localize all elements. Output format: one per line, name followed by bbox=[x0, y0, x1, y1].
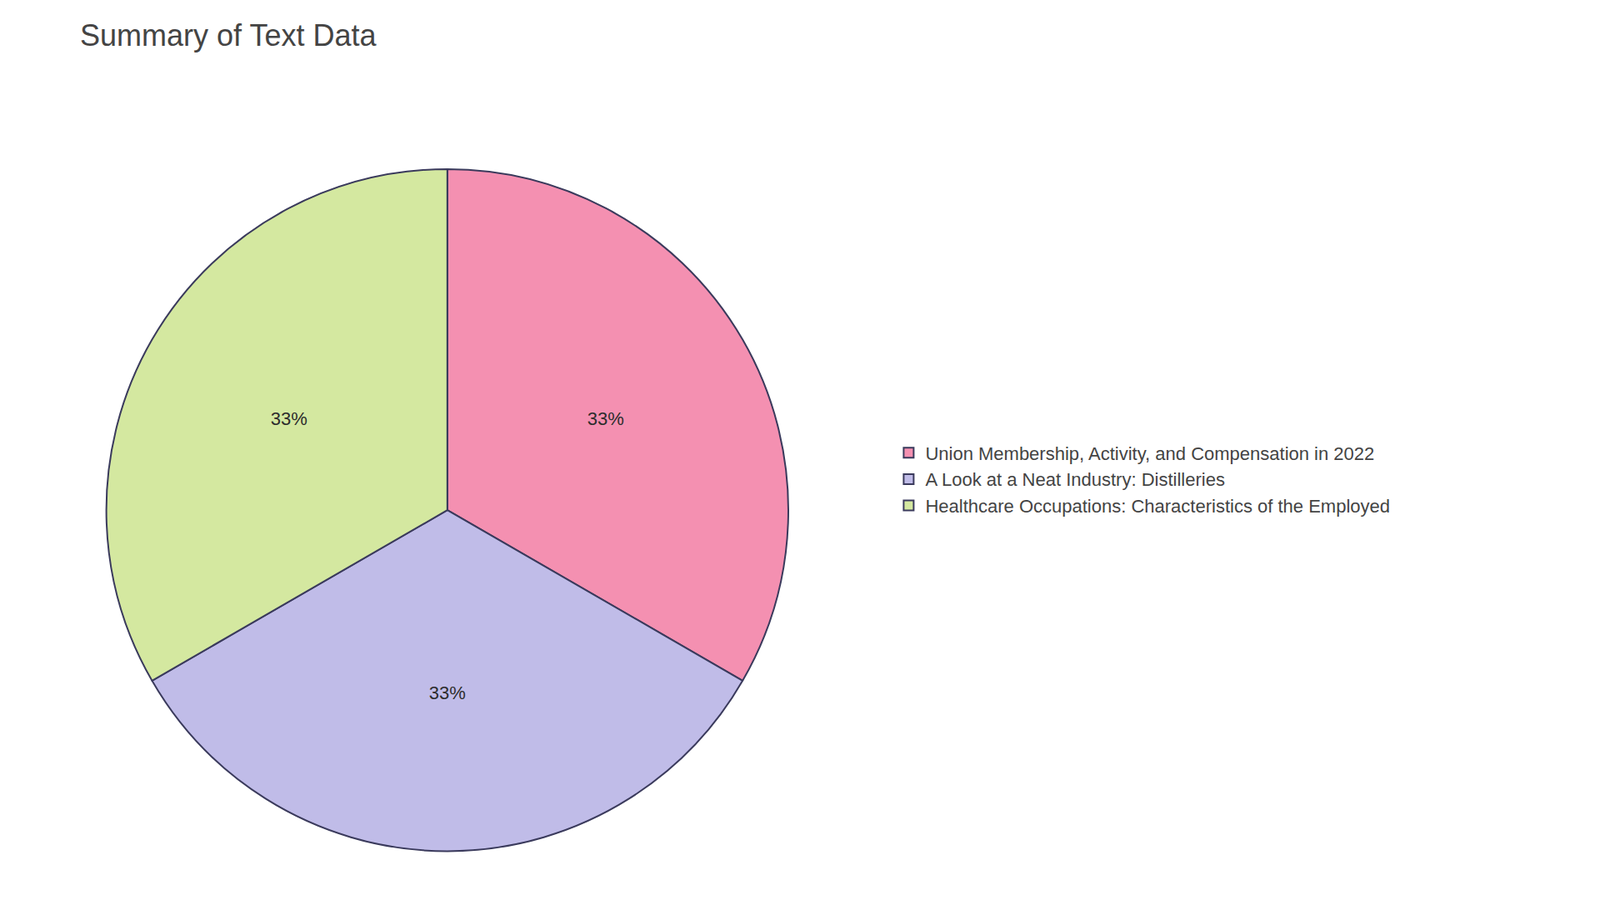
svg-text:Healthcare Occupations: Charac: Healthcare Occupations: Characteristics … bbox=[925, 495, 1390, 517]
svg-text:Union Membership, Activity, an: Union Membership, Activity, and Compensa… bbox=[925, 443, 1375, 465]
svg-text:33%: 33% bbox=[587, 408, 625, 430]
svg-text:33%: 33% bbox=[429, 682, 466, 704]
svg-text:A Look at a Neat Industry: Dis: A Look at a Neat Industry: Distilleries bbox=[925, 469, 1225, 490]
svg-text:Summary of Text Data: Summary of Text Data bbox=[80, 18, 377, 53]
svg-text:33%: 33% bbox=[270, 408, 308, 430]
